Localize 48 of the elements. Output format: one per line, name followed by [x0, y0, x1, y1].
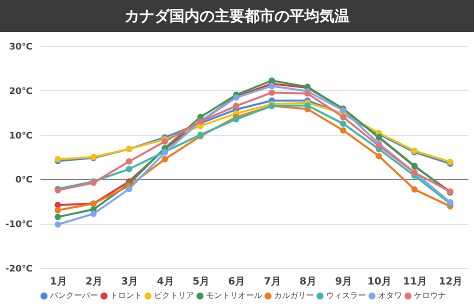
- point: [126, 158, 132, 165]
- x-tick-label: 12月: [438, 276, 463, 288]
- point: [340, 114, 346, 120]
- point: [376, 152, 382, 160]
- point: [340, 120, 346, 127]
- x-tick-label: 1月: [50, 276, 67, 288]
- x-tick-label: 11月: [403, 276, 427, 288]
- x-tick-label: 9月: [335, 276, 352, 288]
- point: [54, 221, 61, 228]
- x-tick-label: 3月: [121, 276, 138, 288]
- legend-label: ビクトリア: [154, 291, 194, 300]
- y-tick-label: 30℃: [9, 42, 33, 52]
- point: [233, 102, 240, 110]
- x-tick-label: 7月: [264, 276, 281, 288]
- point: [162, 138, 168, 145]
- point: [268, 89, 275, 96]
- y-tick-label: 20℃: [9, 86, 33, 97]
- x-tick-label: 2月: [86, 276, 102, 288]
- x-tick-label: 6月: [228, 276, 246, 288]
- point: [54, 207, 61, 214]
- legend-label: ケロウナ: [414, 291, 446, 300]
- point: [376, 142, 382, 150]
- point: [340, 127, 346, 134]
- point: [233, 116, 240, 122]
- point: [126, 166, 132, 172]
- y-tick-label: -10℃: [5, 220, 33, 230]
- point: [411, 186, 418, 193]
- legend-label: バンクーバー: [49, 291, 98, 300]
- point: [162, 156, 168, 162]
- chart-title: カナダ国内の主要都市の平均気温: [0, 0, 474, 32]
- point: [90, 210, 97, 217]
- legend-label: モントリオール: [206, 291, 262, 300]
- x-tick-label: 10月: [367, 276, 392, 288]
- x-tick-label: 4月: [156, 276, 174, 288]
- legend-label: ウィスラー: [326, 291, 366, 300]
- point: [304, 102, 311, 109]
- y-tick-label: 10℃: [9, 131, 33, 142]
- legend-label: オタワ: [378, 291, 402, 300]
- point: [54, 202, 61, 208]
- y-tick-label: -20℃: [5, 264, 33, 274]
- legend-label: カルガリー: [274, 291, 314, 300]
- legend-label: トロント: [110, 291, 142, 300]
- y-tick-label: 0℃: [15, 176, 33, 186]
- point: [126, 186, 132, 192]
- point: [304, 90, 311, 97]
- x-tick-label: 8月: [300, 276, 316, 288]
- x-tick-label: 5月: [192, 276, 210, 288]
- point: [54, 214, 61, 220]
